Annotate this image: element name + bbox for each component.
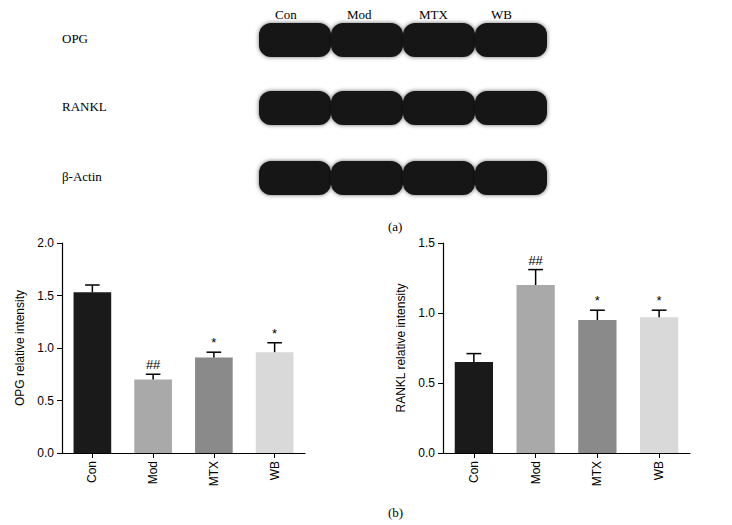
svg-text:RANKL relative intensity: RANKL relative intensity — [394, 284, 408, 413]
svg-text:β-Actin: β-Actin — [62, 169, 102, 184]
svg-text:*: * — [272, 326, 277, 341]
svg-text:*: * — [211, 335, 216, 350]
svg-text:MTX: MTX — [419, 7, 449, 22]
svg-text:Con: Con — [85, 461, 99, 483]
svg-text:1.0: 1.0 — [418, 306, 435, 320]
svg-text:*: * — [657, 293, 662, 308]
svg-text:Mod: Mod — [529, 461, 543, 484]
svg-text:1.0: 1.0 — [37, 341, 54, 355]
svg-text:1.5: 1.5 — [37, 289, 54, 303]
svg-text:WB: WB — [268, 461, 282, 480]
svg-text:##: ## — [146, 357, 161, 372]
svg-text:Mod: Mod — [146, 461, 160, 484]
svg-text:MTX: MTX — [590, 461, 604, 486]
svg-text:OPG relative intensity: OPG relative intensity — [13, 290, 27, 406]
svg-text:2.0: 2.0 — [37, 236, 54, 250]
svg-text:0.5: 0.5 — [37, 394, 54, 408]
svg-text:*: * — [595, 293, 600, 308]
svg-text:Mod: Mod — [347, 7, 372, 22]
svg-text:1.5: 1.5 — [418, 236, 435, 250]
svg-text:##: ## — [528, 253, 543, 268]
svg-text:(a): (a) — [388, 219, 402, 234]
svg-text:RANKL: RANKL — [62, 99, 107, 114]
svg-text:WB: WB — [652, 461, 666, 480]
svg-text:0.0: 0.0 — [37, 446, 54, 460]
svg-text:0.0: 0.0 — [418, 446, 435, 460]
svg-text:MTX: MTX — [207, 461, 221, 486]
svg-text:OPG: OPG — [62, 31, 88, 46]
svg-text:Con: Con — [467, 461, 481, 483]
svg-text:0.5: 0.5 — [418, 376, 435, 390]
svg-text:Con: Con — [275, 7, 297, 22]
svg-text:WB: WB — [491, 7, 512, 22]
svg-text:(b): (b) — [388, 505, 403, 520]
